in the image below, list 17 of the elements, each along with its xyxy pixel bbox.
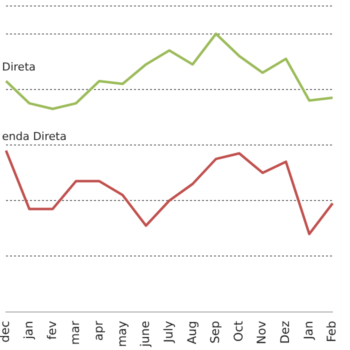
x-tick-label: mar [68,320,82,345]
x-tick-label: July [161,320,176,344]
x-tick-label: jan [21,320,36,340]
x-tick-label: june [138,320,152,348]
x-tick-label: may [114,320,129,348]
x-tick-label: Jan [301,320,316,340]
x-tick-label: Oct [231,320,246,342]
x-tick-label: Nov [254,320,269,344]
x-tick-label: dec [0,320,12,342]
x-tick-label: Sep [208,320,222,344]
series-label: Direta [2,60,36,74]
x-tick-label: Dez [278,320,292,344]
x-tick-label: Aug [184,320,199,344]
series-label: enda Direta [2,130,67,143]
x-tick-label: apr [91,320,106,341]
x-tick-label: Feb [324,320,339,342]
x-tick-label: fev [44,320,59,340]
